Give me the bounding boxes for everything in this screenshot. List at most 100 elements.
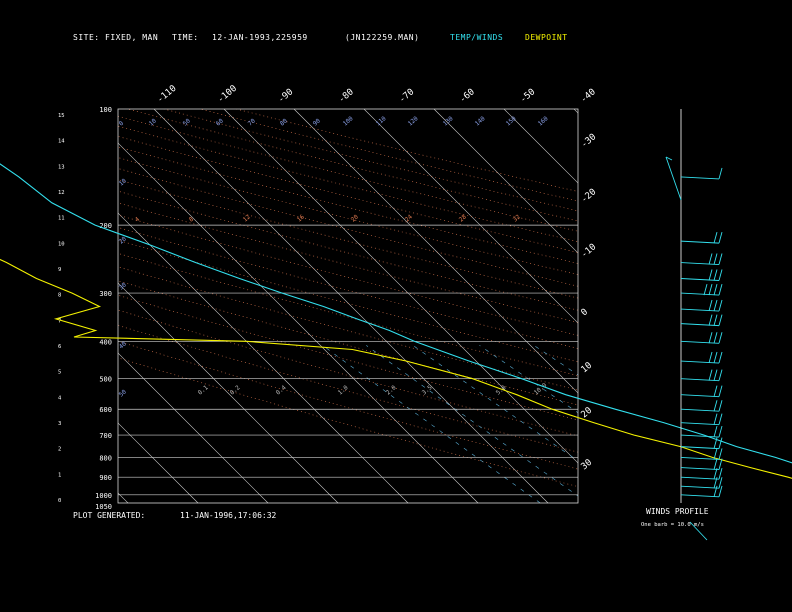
barb-note: One barb = 10.0 m/s (641, 522, 704, 528)
dry-adiabat-line (200, 109, 578, 202)
pressure-tick-label: 200 (99, 222, 112, 230)
dry-adiabat-line (118, 202, 578, 323)
dry-adiabat-line (118, 253, 578, 377)
wind-barb-flag (713, 437, 718, 449)
dry-adiabat-line (118, 179, 578, 299)
wind-barb-flag (713, 458, 718, 470)
theta-label: 32 (512, 213, 522, 223)
theta-label: 12 (242, 213, 252, 223)
top-mixing-label: 70 (247, 117, 257, 127)
wind-barb-flag (713, 385, 718, 397)
wind-barb-shaft (680, 278, 720, 281)
wind-barb-flag (718, 332, 723, 344)
wind-barb-shaft (665, 156, 682, 201)
site-value: FIXED, MAN (105, 33, 159, 42)
top-mixing-label: 80 (279, 117, 289, 127)
time-value: 12-JAN-1993,225959 (212, 33, 308, 42)
height-tick-label: 3 (58, 421, 61, 427)
plot-generated-label: PLOT GENERATED: (73, 511, 146, 520)
wind-barb-flag (718, 400, 723, 412)
theta-label: 16 (296, 213, 306, 223)
top-temp-tick-label: -100 (216, 84, 239, 106)
top-mixing-label: 50 (182, 117, 192, 127)
theta-label: 24 (404, 213, 414, 223)
top-mixing-label: 160 (537, 115, 550, 128)
height-tick-label: 7 (58, 318, 61, 324)
mixing-ratio-label: 2.0 (385, 384, 398, 397)
mixing-ratio-label: 0.4 (275, 384, 288, 397)
isotherm-line (293, 109, 578, 394)
wind-barb-flag (718, 425, 723, 438)
right-temp-tick-label: 20 (580, 406, 595, 421)
wind-barb-shaft (680, 262, 720, 265)
dry-adiabat-line (118, 214, 578, 336)
wind-barb-shaft (680, 494, 720, 498)
wind-barb-shaft (680, 360, 720, 364)
pressure-tick-label: 1050 (95, 503, 112, 511)
wind-barb-flag (718, 314, 723, 326)
mixing-ratio-line (322, 345, 541, 503)
dry-adiabat-line (127, 109, 578, 222)
pressure-tick-label: 800 (99, 454, 112, 462)
wind-barb-flag (708, 369, 713, 381)
wind-barb-shaft (680, 485, 720, 489)
top-mixing-label: 130 (442, 115, 455, 128)
top-mixing-label: 0 (118, 120, 126, 128)
dry-adiabat-line (118, 266, 578, 391)
mixing-ratio-line (745, 345, 792, 503)
mixing-ratio-line (533, 345, 578, 376)
wind-barb-flag (713, 400, 718, 412)
top-temp-tick-label: -60 (458, 87, 477, 105)
left-mixing-label: 10 (118, 177, 128, 187)
wind-barb-flag (713, 253, 718, 265)
pressure-tick-label: 100 (99, 106, 112, 114)
wind-barb-flag (713, 299, 718, 312)
wind-barb-flag (713, 485, 718, 497)
top-mixing-label: 150 (505, 115, 518, 128)
isotherm-line (644, 109, 792, 503)
wind-barb-flag (718, 437, 723, 449)
dewpoint-line (0, 258, 792, 479)
dry-adiabat-line (118, 190, 578, 311)
wind-barb-flag (713, 425, 718, 438)
wind-barb-flag (713, 448, 718, 460)
isotherm-line (153, 109, 549, 503)
pressure-tick-label: 600 (99, 406, 112, 414)
wind-barb-flag (713, 283, 718, 296)
top-mixing-label: 110 (375, 115, 388, 128)
wind-barb-shaft (680, 446, 720, 450)
wind-barb-flag (713, 468, 718, 480)
wind-barb-shaft (680, 323, 720, 327)
wind-barb-flag (713, 351, 718, 364)
wind-barb-flag (718, 458, 723, 470)
dry-adiabat-line (118, 280, 578, 406)
wind-barb-shaft (680, 456, 720, 460)
mixing-ratio-line (366, 345, 578, 497)
theta-label: 28 (458, 213, 468, 223)
isotherm-line (573, 109, 578, 114)
wind-barb-flag (713, 269, 718, 281)
isotherm-line (363, 109, 578, 324)
wind-barb-flag (718, 468, 723, 480)
isotherm-line (223, 109, 578, 464)
right-temp-tick-label: -30 (580, 132, 599, 150)
pressure-tick-label: 1000 (95, 492, 112, 500)
temperature-line (0, 163, 792, 464)
wind-barb-flag (718, 167, 723, 180)
wind-barb-shaft (680, 308, 720, 312)
wind-barb-shaft (680, 422, 720, 426)
dry-adiabat-line (118, 341, 578, 470)
wind-barb-shaft (680, 176, 720, 180)
plot-frame (117, 108, 579, 504)
isotherm-line (714, 109, 792, 503)
pressure-tick-label: 500 (99, 376, 112, 384)
wind-tail (689, 521, 708, 541)
wind-barb-shaft (680, 394, 720, 398)
pressure-tick-label: 400 (99, 338, 112, 346)
isotherm-line (118, 282, 339, 503)
wind-barb-flag (708, 351, 713, 364)
right-temp-tick-label: 30 (580, 458, 595, 473)
file-id: (JN122259.MAN) (345, 33, 420, 42)
right-temp-tick-label: 10 (580, 361, 595, 376)
wind-barb-flag (718, 299, 723, 312)
